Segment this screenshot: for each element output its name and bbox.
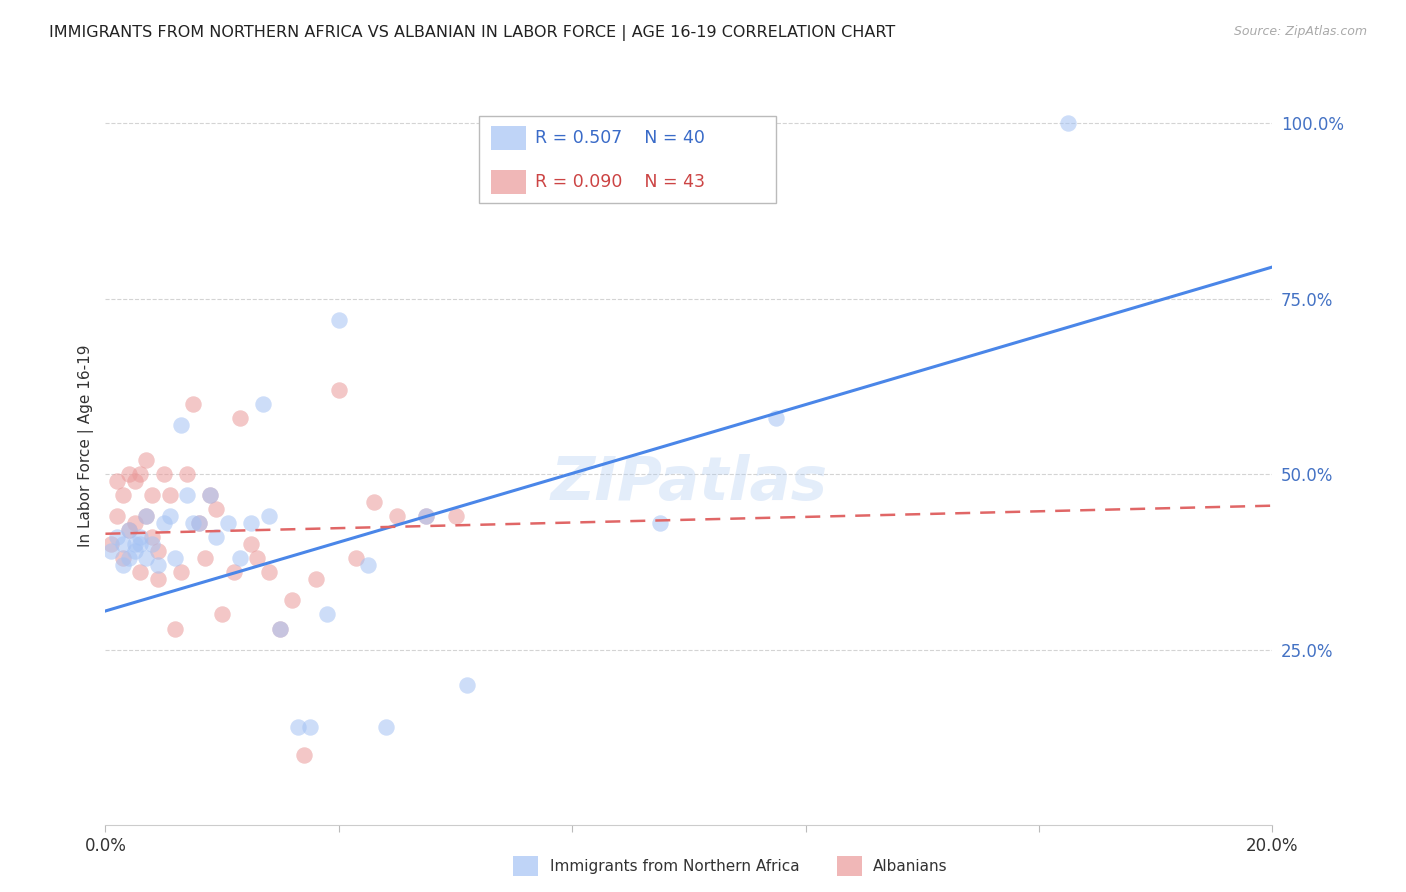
Point (135, 509, 157, 524)
Point (100, 544, 122, 558)
Point (135, 453, 157, 467)
Point (269, 622, 292, 636)
Text: ZIPatlas: ZIPatlas (550, 454, 828, 514)
Point (1057, 116, 1080, 130)
Text: R = 0.090    N = 43: R = 0.090 N = 43 (534, 172, 704, 191)
Point (328, 383, 350, 397)
Point (444, 509, 467, 524)
Point (287, 720, 309, 734)
Point (187, 516, 209, 531)
Point (129, 566, 152, 580)
Point (159, 509, 181, 524)
Point (269, 622, 292, 636)
Point (240, 537, 263, 551)
Point (316, 607, 339, 622)
Point (252, 397, 274, 411)
Point (141, 488, 163, 502)
Point (217, 516, 239, 531)
Point (176, 467, 198, 481)
Point (648, 516, 671, 531)
Point (187, 516, 209, 531)
Point (153, 467, 174, 481)
Text: IMMIGRANTS FROM NORTHERN AFRICA VS ALBANIAN IN LABOR FORCE | AGE 16-19 CORRELATI: IMMIGRANTS FROM NORTHERN AFRICA VS ALBAN… (49, 25, 896, 41)
Point (118, 523, 141, 537)
Bar (491, 169, 526, 194)
Point (385, 509, 409, 524)
Point (118, 551, 141, 566)
Point (124, 474, 146, 488)
Point (129, 530, 152, 544)
Point (105, 474, 128, 488)
Bar (491, 126, 526, 150)
Point (118, 523, 141, 537)
Point (124, 516, 146, 531)
Point (146, 573, 169, 587)
Text: Immigrants from Northern Africa: Immigrants from Northern Africa (550, 859, 800, 873)
Point (146, 558, 169, 573)
Point (415, 509, 437, 524)
Point (135, 509, 157, 524)
Point (222, 566, 245, 580)
Point (205, 502, 228, 516)
Point (165, 622, 187, 636)
Text: R = 0.507    N = 40: R = 0.507 N = 40 (534, 129, 704, 147)
Point (170, 417, 193, 432)
Point (153, 516, 174, 531)
Point (111, 537, 134, 551)
FancyBboxPatch shape (479, 116, 776, 203)
Point (129, 537, 152, 551)
Point (374, 720, 396, 734)
Point (415, 509, 437, 524)
Point (357, 558, 380, 573)
Point (344, 551, 367, 566)
Point (159, 488, 181, 502)
Point (200, 488, 222, 502)
Point (141, 530, 163, 544)
Point (100, 537, 122, 551)
Point (105, 530, 128, 544)
Point (281, 593, 304, 607)
Point (246, 551, 269, 566)
Y-axis label: In Labor Force | Age 16-19: In Labor Force | Age 16-19 (79, 344, 94, 548)
Point (456, 678, 478, 692)
Point (181, 397, 204, 411)
Point (205, 530, 228, 544)
Point (176, 488, 198, 502)
Point (240, 516, 263, 531)
Point (257, 566, 280, 580)
Point (211, 607, 233, 622)
Text: Source: ZipAtlas.com: Source: ZipAtlas.com (1233, 25, 1367, 38)
Point (124, 544, 146, 558)
Point (124, 537, 146, 551)
Point (292, 747, 315, 762)
Point (111, 551, 134, 566)
Point (105, 509, 128, 524)
Point (328, 312, 350, 326)
Point (165, 551, 187, 566)
Point (257, 509, 280, 524)
Point (298, 720, 321, 734)
Point (118, 467, 141, 481)
Point (363, 495, 385, 509)
Point (194, 551, 217, 566)
Point (765, 411, 787, 425)
Point (129, 467, 152, 481)
Point (111, 488, 134, 502)
Point (200, 488, 222, 502)
Point (141, 537, 163, 551)
Point (170, 566, 193, 580)
Text: Albanians: Albanians (873, 859, 948, 873)
Point (304, 573, 326, 587)
Point (228, 551, 250, 566)
Point (146, 544, 169, 558)
Point (228, 411, 250, 425)
Point (111, 558, 134, 573)
Point (181, 516, 204, 531)
Point (135, 551, 157, 566)
